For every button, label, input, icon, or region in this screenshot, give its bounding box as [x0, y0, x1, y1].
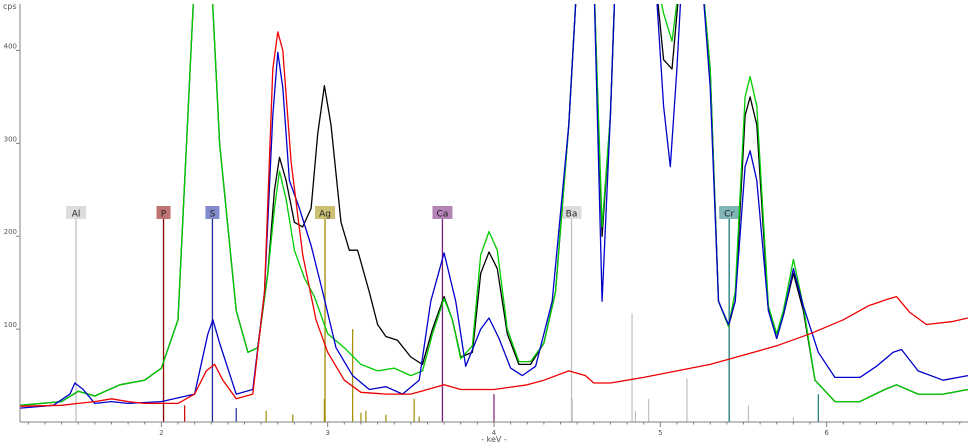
marker-label-cr: Cr: [724, 210, 734, 220]
spectrum-series-3: [20, 4, 968, 409]
marker-label-al: Al: [72, 210, 81, 220]
y-axis-label: cps: [3, 2, 17, 11]
marker-label-ba: Ba: [566, 210, 578, 220]
x-tick-label: 6: [824, 429, 829, 437]
x-tick-label: 5: [658, 429, 662, 437]
marker-label-bg: [205, 206, 220, 219]
spectrum-lines: [20, 4, 968, 409]
x-tick-label: 2: [159, 429, 163, 437]
marker-label-p: P: [161, 210, 167, 220]
y-tick-label: 300: [4, 135, 17, 143]
x-tick-label: 4: [492, 429, 497, 437]
y-tick-label: 200: [4, 228, 17, 236]
marker-label-ag: Ag: [319, 210, 331, 220]
y-tick-label: 100: [4, 321, 17, 329]
marker-label-bg: [432, 206, 453, 219]
y-tick-label: 400: [4, 42, 17, 50]
marker-label-bg: [561, 206, 582, 219]
marker-label-s: S: [210, 210, 216, 220]
marker-label-bg: [315, 206, 336, 219]
axes: 100 200 300 400 2 3 4 5 6: [4, 4, 968, 437]
marker-label-bg: [156, 206, 171, 219]
marker-label-bg: [66, 206, 87, 219]
x-axis-label: - keV -: [481, 435, 507, 444]
marker-label-ca: Ca: [437, 210, 449, 220]
spectrum-series-2: [20, 4, 968, 406]
spectrum-series-4: [20, 31, 968, 407]
element-markers: Al P S Ag Ca Ba Cr: [66, 206, 740, 422]
marker-label-bg: [719, 206, 740, 219]
x-tick-label: 3: [325, 429, 329, 437]
